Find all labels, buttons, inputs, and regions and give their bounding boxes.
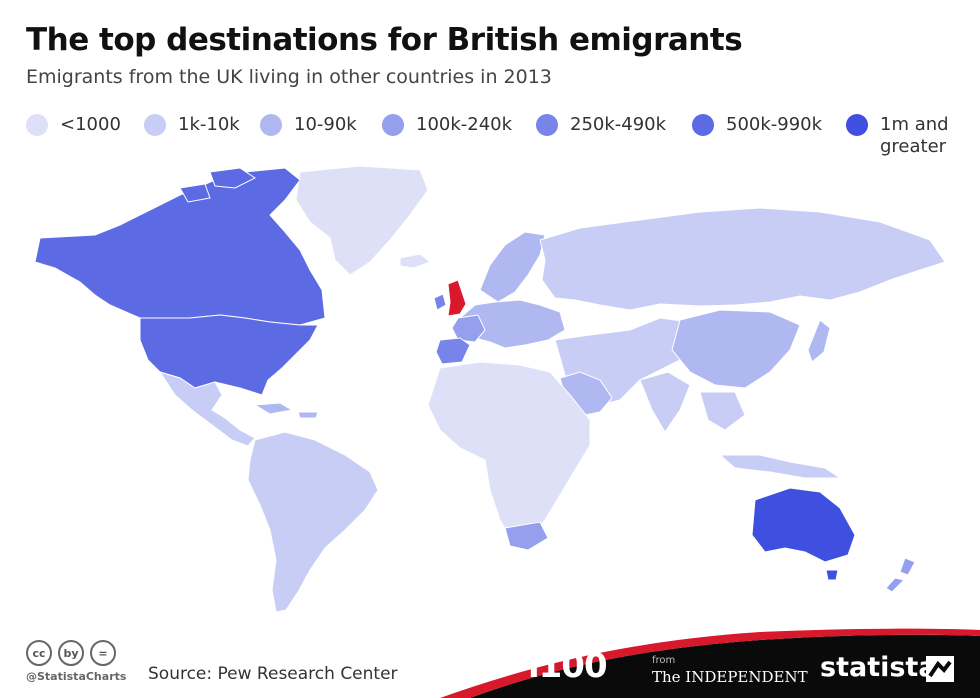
legend-item: 10-90k bbox=[260, 114, 357, 136]
legend-swatch bbox=[846, 114, 868, 136]
region-spain bbox=[435, 337, 471, 365]
legend: <1000 1k-10k 10-90k 100k-240k 250k-490k … bbox=[26, 114, 976, 164]
statista-logo: statista bbox=[820, 652, 937, 683]
region-ireland bbox=[433, 293, 447, 311]
region-greenland bbox=[295, 165, 429, 276]
region-south-africa bbox=[504, 521, 549, 551]
world-map bbox=[34, 165, 946, 613]
legend-item: 1k-10k bbox=[144, 114, 240, 136]
legend-label: 100k-240k bbox=[416, 114, 513, 135]
region-mexico bbox=[158, 371, 256, 447]
i100-logo: i100 bbox=[528, 646, 608, 686]
region-russia bbox=[539, 207, 946, 311]
legend-label: 250k-490k bbox=[570, 114, 667, 135]
region-indonesia bbox=[718, 454, 842, 479]
chart-title: The top destinations for British emigran… bbox=[26, 22, 743, 58]
region-canada-islands bbox=[179, 167, 256, 203]
region-australia bbox=[751, 487, 856, 563]
legend-swatch bbox=[260, 114, 282, 136]
twitter-handle: @StatistaCharts bbox=[26, 670, 127, 683]
region-africa bbox=[427, 361, 591, 546]
legend-label: 1m and greater bbox=[880, 114, 949, 157]
source-note: Source: Pew Research Center bbox=[148, 664, 398, 684]
footer-band bbox=[440, 628, 980, 698]
legend-swatch bbox=[536, 114, 558, 136]
cc-license: cc by = bbox=[26, 640, 116, 666]
no-derivatives-icon: = bbox=[90, 640, 116, 666]
legend-label: 1k-10k bbox=[178, 114, 240, 135]
legend-item: 500k-990k bbox=[692, 114, 822, 136]
independent-logo: The INDEPENDENT bbox=[652, 668, 808, 686]
legend-item: 1m and greater bbox=[846, 114, 949, 158]
region-canada bbox=[34, 167, 326, 326]
chart-subtitle: Emigrants from the UK living in other co… bbox=[26, 66, 552, 88]
legend-item: 100k-240k bbox=[382, 114, 512, 136]
region-france bbox=[451, 314, 486, 343]
region-scandinavia bbox=[479, 231, 546, 303]
legend-swatch bbox=[692, 114, 714, 136]
region-caribbean bbox=[253, 402, 319, 419]
region-south-america bbox=[247, 431, 379, 613]
region-europe bbox=[459, 299, 566, 349]
legend-item: <1000 bbox=[26, 114, 121, 136]
footer-red-accent bbox=[440, 628, 980, 698]
legend-label: <1000 bbox=[60, 114, 121, 135]
legend-label: 10-90k bbox=[294, 114, 357, 135]
footer-band-shape bbox=[470, 634, 980, 698]
attribution-icon: by bbox=[58, 640, 84, 666]
region-tasmania bbox=[825, 569, 839, 581]
legend-item: 250k-490k bbox=[536, 114, 666, 136]
statista-mark-icon bbox=[926, 656, 954, 682]
legend-label: 500k-990k bbox=[726, 114, 823, 135]
legend-swatch bbox=[26, 114, 48, 136]
region-united-kingdom bbox=[447, 279, 467, 317]
region-iceland bbox=[399, 253, 431, 269]
legend-swatch bbox=[382, 114, 404, 136]
from-label: from bbox=[652, 655, 676, 666]
region-south-asia bbox=[639, 371, 746, 433]
cc-icon: cc bbox=[26, 640, 52, 666]
legend-swatch bbox=[144, 114, 166, 136]
region-japan bbox=[807, 319, 831, 363]
region-new-zealand bbox=[885, 557, 916, 593]
region-china bbox=[671, 309, 801, 389]
